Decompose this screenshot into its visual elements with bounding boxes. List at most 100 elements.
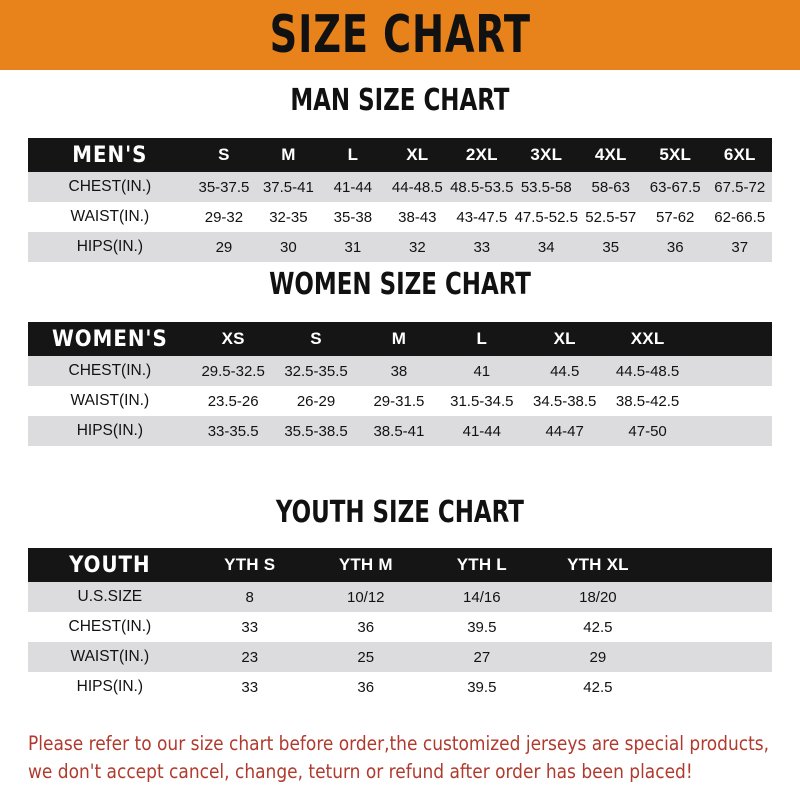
men-cell-2-7: 36 [642, 232, 708, 262]
table-row: WAIST(IN.) 23.5-26 26-29 29-31.5 31.5-34.5 34… [28, 386, 772, 416]
women-table-header-row: WOMEN'S XS S M L XL XXL [28, 322, 772, 356]
women-table-category-label: WOMEN'S [51, 326, 168, 352]
women-cell-1-2: 29-31.5 [357, 386, 441, 416]
men-size-table: MEN'S S M L XL 2XL 3XL 4XL 5XL 6XL CHEST(IN.) 35-37… [28, 138, 772, 262]
women-cell-0-6 [689, 356, 772, 386]
men-cell-1-6: 52.5-57 [578, 202, 643, 232]
men-cell-0-4: 48.5-53.5 [449, 172, 515, 202]
women-cell-0-5: 44.5-48.5 [606, 356, 690, 386]
men-cell-1-0: 29-32 [191, 202, 257, 232]
men-cell-1-8: 62-66.5 [707, 202, 772, 232]
women-measurement-label-0: CHEST(IN.) [28, 356, 192, 386]
page-title: SIZE CHART [269, 5, 531, 65]
women-cell-2-2: 38.5-41 [357, 416, 441, 446]
women-cell-2-6 [689, 416, 772, 446]
women-section-title-text: WOMEN SIZE CHART [269, 267, 531, 302]
youth-cell-2-4 [655, 642, 772, 672]
women-cell-1-4: 34.5-38.5 [523, 386, 607, 416]
youth-cell-1-1: 36 [307, 612, 424, 642]
women-cell-2-3: 41-44 [440, 416, 524, 446]
women-cell-0-0: 29.5-32.5 [191, 356, 275, 386]
men-size-header-8: 6XL [723, 145, 756, 164]
women-cell-1-6 [689, 386, 772, 416]
men-cell-1-5: 47.5-52.5 [514, 202, 579, 232]
men-cell-0-1: 37.5-41 [256, 172, 321, 202]
footer-disclaimer-line-1: Please refer to our size chart before or… [28, 732, 770, 755]
men-cell-2-3: 32 [385, 232, 450, 262]
youth-cell-2-1: 25 [307, 642, 424, 672]
youth-cell-1-0: 33 [191, 612, 308, 642]
youth-cell-0-1: 10/12 [307, 582, 424, 612]
youth-table-header-row: YOUTH YTH S YTH M YTH L YTH XL [28, 548, 772, 582]
men-cell-1-4: 43-47.5 [449, 202, 515, 232]
women-cell-2-4: 44-47 [523, 416, 607, 446]
youth-size-header-2: YTH L [456, 555, 507, 574]
women-size-header-1: S [310, 329, 322, 348]
youth-cell-3-0: 33 [191, 672, 308, 702]
women-cell-2-5: 47-50 [606, 416, 690, 446]
table-row: HIPS(IN.) 33 36 39.5 42.5 [28, 672, 772, 702]
men-table-category-label: MEN'S [72, 142, 148, 168]
youth-cell-3-4 [655, 672, 772, 702]
men-size-header-5: 3XL [530, 145, 563, 164]
women-size-header-2: M [391, 329, 407, 348]
men-cell-1-2: 35-38 [320, 202, 386, 232]
women-size-header-3: L [476, 329, 488, 348]
men-cell-2-2: 31 [320, 232, 386, 262]
youth-table-category-label: YOUTH [69, 552, 151, 578]
youth-cell-0-2: 14/16 [423, 582, 540, 612]
youth-table-body: YOUTH YTH S YTH M YTH L YTH XL U.S.SIZE 8 10/12… [28, 548, 772, 702]
women-cell-0-4: 44.5 [523, 356, 607, 386]
youth-cell-1-3: 42.5 [539, 612, 656, 642]
women-cell-0-1: 32.5-35.5 [274, 356, 358, 386]
youth-cell-0-0: 8 [191, 582, 308, 612]
men-size-header-1: M [281, 145, 296, 164]
youth-section-title: YOUTH SIZE CHART [0, 498, 800, 528]
table-row: WAIST(IN.) 23 25 27 29 [28, 642, 772, 672]
men-section-title-text: MAN SIZE CHART [290, 83, 510, 118]
youth-measurement-label-0: U.S.SIZE [28, 582, 192, 612]
women-cell-1-0: 23.5-26 [191, 386, 275, 416]
table-row: HIPS(IN.) 33-35.5 35.5-38.5 38.5-41 41-44 44-… [28, 416, 772, 446]
youth-measurement-label-1: CHEST(IN.) [28, 612, 192, 642]
men-size-header-0: S [218, 145, 230, 164]
women-cell-2-0: 33-35.5 [191, 416, 275, 446]
youth-measurement-label-2: WAIST(IN.) [28, 642, 192, 672]
table-row: CHEST(IN.) 29.5-32.5 32.5-35.5 38 41 44.5 44.5… [28, 356, 772, 386]
page-banner: SIZE CHART [0, 0, 800, 70]
men-measurement-label-1: WAIST(IN.) [28, 202, 192, 232]
women-cell-0-2: 38 [357, 356, 441, 386]
men-cell-2-1: 30 [256, 232, 321, 262]
women-cell-1-1: 26-29 [274, 386, 358, 416]
men-size-header-2: L [347, 145, 359, 164]
men-size-header-6: 4XL [594, 145, 627, 164]
youth-cell-0-3: 18/20 [539, 582, 656, 612]
footer-disclaimer-line-2: we don't accept cancel, change, teturn o… [28, 760, 693, 783]
women-size-header-4: XL [553, 329, 576, 348]
youth-measurement-label-3: HIPS(IN.) [28, 672, 192, 702]
youth-cell-0-4 [655, 582, 772, 612]
men-cell-2-6: 35 [578, 232, 643, 262]
men-cell-2-5: 34 [514, 232, 579, 262]
women-size-header-0: XS [221, 329, 245, 348]
men-cell-0-8: 67.5-72 [707, 172, 772, 202]
youth-size-table: YOUTH YTH S YTH M YTH L YTH XL U.S.SIZE 8 10/12… [28, 548, 772, 702]
youth-cell-3-2: 39.5 [423, 672, 540, 702]
men-cell-0-2: 41-44 [320, 172, 386, 202]
table-row: HIPS(IN.) 29 30 31 32 33 34 35 36 37 [28, 232, 772, 262]
men-cell-0-5: 53.5-58 [514, 172, 579, 202]
women-cell-2-1: 35.5-38.5 [274, 416, 358, 446]
women-table-body: WOMEN'S XS S M L XL XXL CHEST(IN.) 29.5-32.5 32.5… [28, 322, 772, 446]
youth-cell-2-0: 23 [191, 642, 308, 672]
men-size-header-3: XL [406, 145, 429, 164]
youth-cell-3-3: 42.5 [539, 672, 656, 702]
table-row: CHEST(IN.) 35-37.5 37.5-41 41-44 44-48.5 48.5… [28, 172, 772, 202]
women-section-title: WOMEN SIZE CHART [0, 270, 800, 300]
youth-size-header-3: YTH XL [567, 555, 629, 574]
men-cell-1-1: 32-35 [256, 202, 321, 232]
men-cell-2-4: 33 [449, 232, 515, 262]
men-table-body: MEN'S S M L XL 2XL 3XL 4XL 5XL 6XL CHEST(IN.) 35-37… [28, 138, 772, 262]
youth-cell-3-1: 36 [307, 672, 424, 702]
women-measurement-label-1: WAIST(IN.) [28, 386, 192, 416]
